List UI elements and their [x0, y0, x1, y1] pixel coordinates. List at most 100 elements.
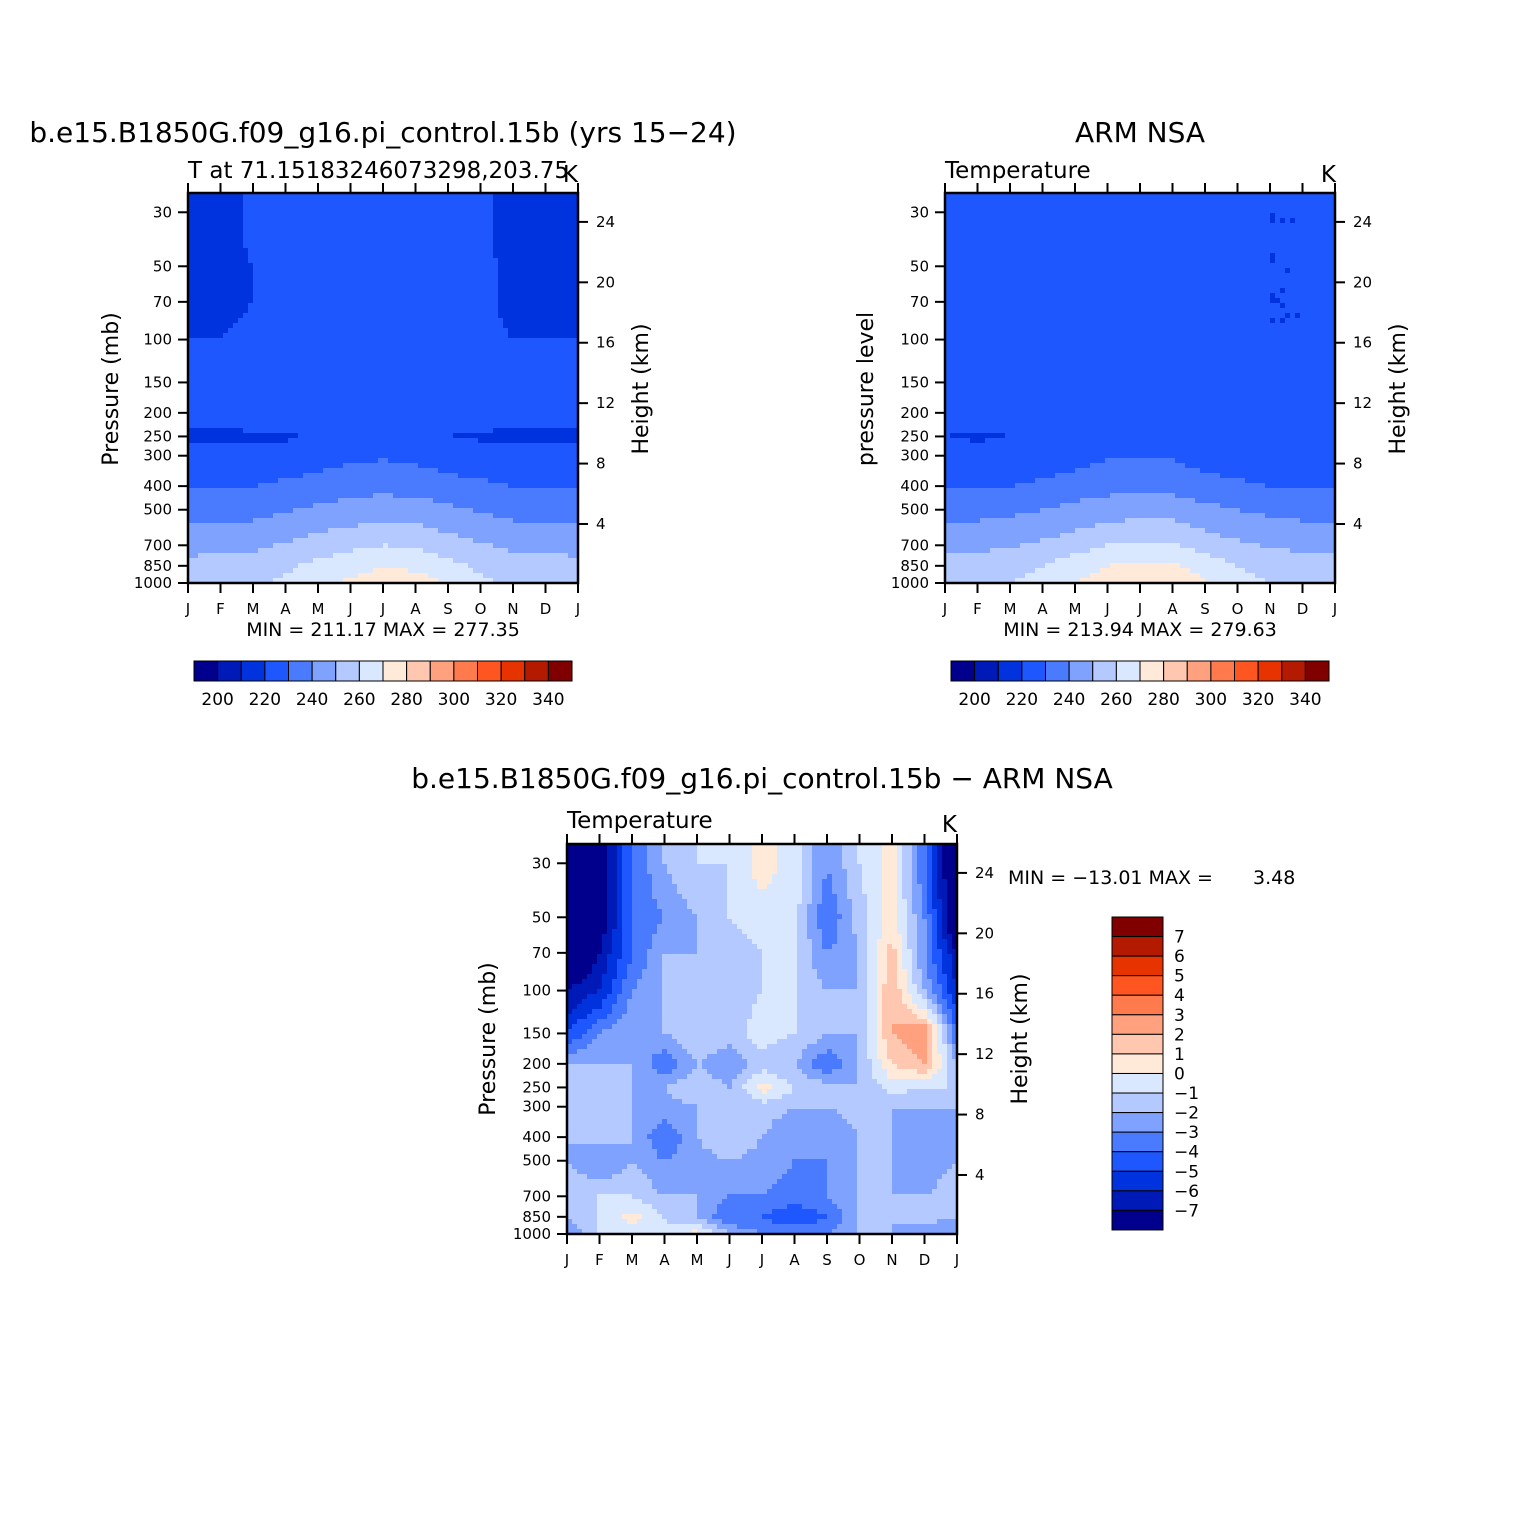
- contour-cell: [318, 318, 324, 324]
- contour-cell: [383, 253, 389, 259]
- contour-cell: [383, 383, 389, 389]
- contour-cell: [523, 458, 529, 464]
- contour-cell: [323, 508, 329, 514]
- contour-cell: [503, 293, 509, 299]
- contour-cell: [538, 253, 544, 259]
- contour-cell: [338, 478, 344, 484]
- contour-cell: [448, 318, 454, 324]
- contour-cell: [508, 388, 514, 394]
- contour-cell: [418, 483, 424, 489]
- contour-cell: [363, 273, 369, 279]
- contour-cell: [203, 293, 209, 299]
- contour-cell: [503, 358, 509, 364]
- contour-cell: [243, 468, 249, 474]
- contour-cell: [413, 388, 419, 394]
- contour-cell: [288, 258, 294, 264]
- contour-cell: [388, 503, 394, 509]
- contour-cell: [573, 368, 579, 374]
- contour-cell: [503, 208, 509, 214]
- contour-cell: [533, 473, 539, 479]
- contour-cell: [358, 268, 364, 274]
- contour-cell: [368, 403, 374, 409]
- contour-cell: [558, 443, 564, 449]
- contour-cell: [188, 353, 194, 359]
- contour-cell: [403, 228, 409, 234]
- contour-cell: [543, 318, 549, 324]
- contour-cell: [323, 398, 329, 404]
- contour-cell: [408, 228, 414, 234]
- contour-cell: [223, 448, 229, 454]
- contour-cell: [433, 343, 439, 349]
- contour-cell: [418, 363, 424, 369]
- contour-cell: [373, 208, 379, 214]
- contour-cell: [418, 398, 424, 404]
- contour-cell: [453, 238, 459, 244]
- contour-cell: [263, 483, 269, 489]
- contour-cell: [373, 443, 379, 449]
- contour-cell: [483, 408, 489, 414]
- contour-cell: [223, 398, 229, 404]
- contour-cell: [313, 338, 319, 344]
- contour-cell: [478, 313, 484, 319]
- contour-cell: [343, 323, 349, 329]
- contour-cell: [508, 263, 514, 269]
- contour-cell: [258, 498, 264, 504]
- contour-cell: [468, 508, 474, 514]
- contour-cell: [398, 223, 404, 229]
- contour-cell: [548, 398, 554, 404]
- contour-cell: [503, 398, 509, 404]
- contour-cell: [333, 338, 339, 344]
- contour-cell: [478, 443, 484, 449]
- contour-cell: [303, 368, 309, 374]
- contour-cell: [333, 263, 339, 269]
- contour-cell: [563, 448, 569, 454]
- contour-cell: [458, 488, 464, 494]
- contour-cell: [493, 423, 499, 429]
- contour-cell: [258, 298, 264, 304]
- contour-cell: [463, 448, 469, 454]
- contour-cell: [538, 438, 544, 444]
- contour-cell: [413, 498, 419, 504]
- contour-cell: [403, 423, 409, 429]
- contour-cell: [418, 423, 424, 429]
- contour-cell: [483, 383, 489, 389]
- contour-cell: [268, 273, 274, 279]
- contour-cell: [323, 418, 329, 424]
- contour-cell: [318, 478, 324, 484]
- contour-cell: [418, 458, 424, 464]
- contour-cell: [188, 343, 194, 349]
- contour-cell: [448, 483, 454, 489]
- contour-cell: [323, 338, 329, 344]
- contour-cell: [238, 343, 244, 349]
- contour-cell: [278, 248, 284, 254]
- contour-cell: [498, 413, 504, 419]
- contour-cell: [398, 233, 404, 239]
- contour-cell: [233, 408, 239, 414]
- contour-cell: [343, 313, 349, 319]
- contour-cell: [488, 293, 494, 299]
- contour-cell: [553, 463, 559, 469]
- contour-cell: [348, 398, 354, 404]
- contour-cell: [488, 353, 494, 359]
- contour-cell: [523, 388, 529, 394]
- contour-cell: [393, 483, 399, 489]
- contour-cell: [268, 503, 274, 509]
- contour-cell: [473, 373, 479, 379]
- contour-cell: [538, 498, 544, 504]
- contour-cell: [463, 468, 469, 474]
- contour-cell: [328, 428, 334, 434]
- contour-cell: [203, 378, 209, 384]
- contour-cell: [343, 393, 349, 399]
- contour-cell: [298, 313, 304, 319]
- contour-cell: [453, 293, 459, 299]
- contour-cell: [328, 233, 334, 239]
- contour-cell: [393, 448, 399, 454]
- contour-cell: [308, 363, 314, 369]
- contour-cell: [468, 333, 474, 339]
- contour-cell: [508, 203, 514, 209]
- contour-cell: [213, 198, 219, 204]
- contour-cell: [543, 463, 549, 469]
- contour-cell: [408, 493, 414, 499]
- contour-cell: [373, 413, 379, 419]
- contour-cell: [288, 333, 294, 339]
